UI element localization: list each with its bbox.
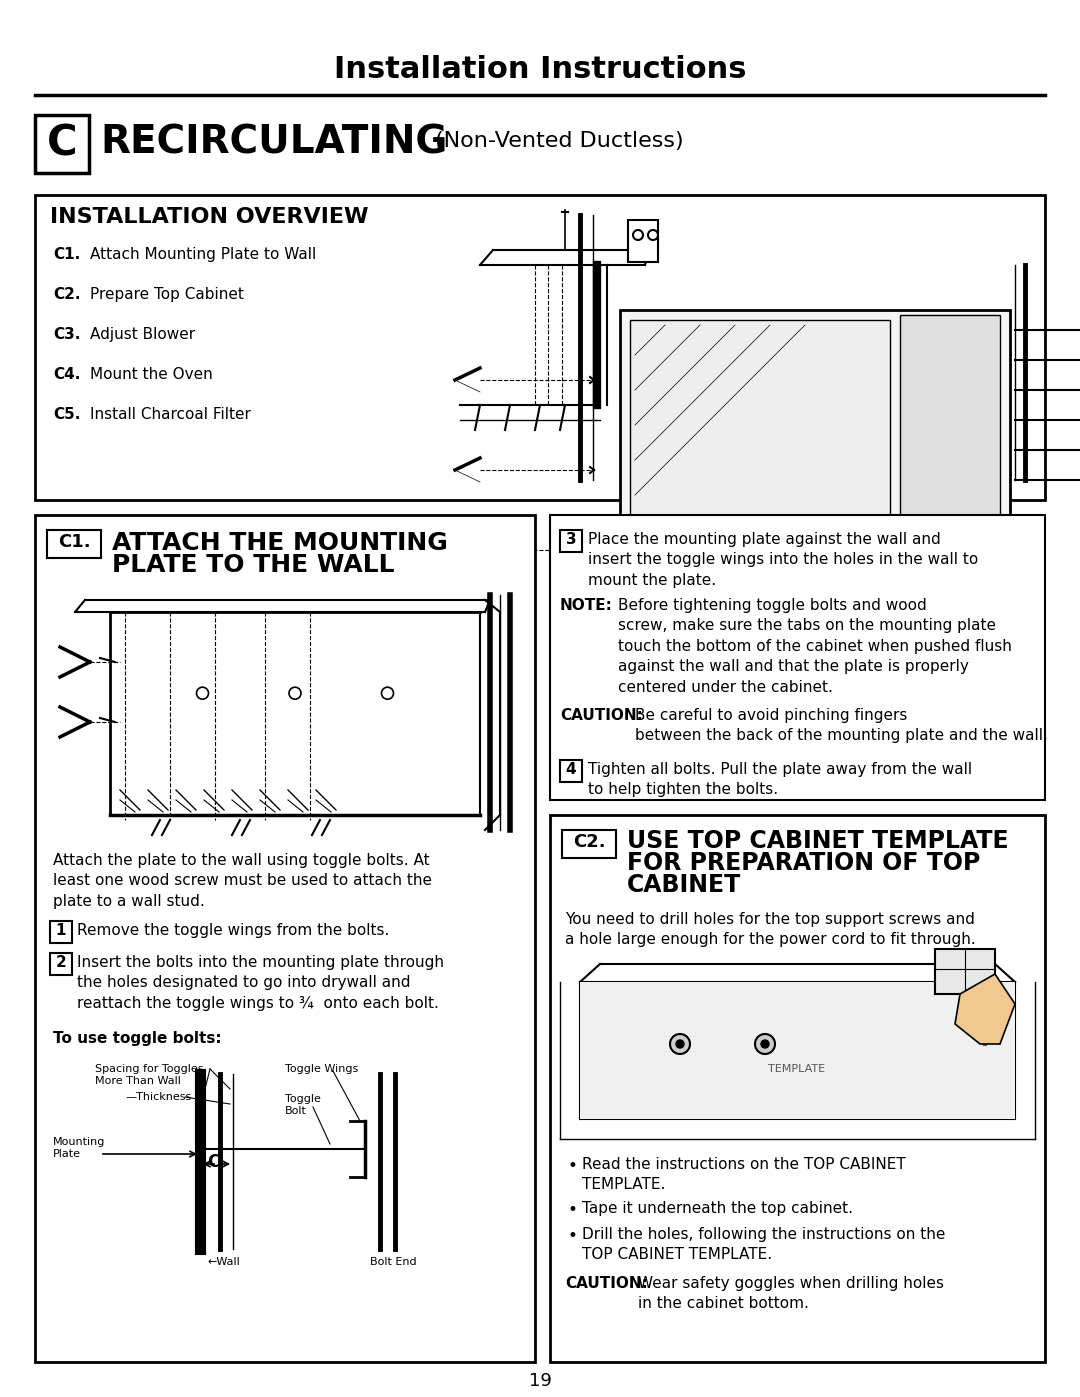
Text: You need to drill holes for the top support screws and
a hole large enough for t: You need to drill holes for the top supp…	[565, 912, 975, 947]
Text: C2.: C2.	[572, 833, 605, 851]
Text: TEMPLATE: TEMPLATE	[769, 1065, 825, 1074]
Bar	[561, 529, 582, 552]
Text: ←Wall: ←Wall	[207, 1257, 240, 1267]
Text: C5.: C5.	[53, 407, 80, 422]
Circle shape	[197, 687, 208, 700]
Text: Insert the bolts into the mounting plate through
the holes designated to go into: Insert the bolts into the mounting plate…	[77, 956, 444, 1011]
Text: •: •	[568, 1157, 578, 1175]
Text: RECIRCULATING: RECIRCULATING	[100, 123, 447, 161]
Bar	[580, 982, 1015, 1119]
Circle shape	[633, 231, 643, 240]
Text: PLATE TO THE WALL: PLATE TO THE WALL	[112, 553, 394, 577]
Bar	[630, 320, 890, 520]
Text: To use toggle bolts:: To use toggle bolts:	[53, 1031, 221, 1046]
Text: 2: 2	[56, 956, 66, 970]
Bar	[35, 515, 535, 1362]
Text: C1.: C1.	[53, 247, 80, 263]
Text: —Thickness: —Thickness	[125, 1092, 191, 1102]
Circle shape	[761, 1039, 769, 1048]
Bar	[48, 529, 102, 557]
Text: Drill the holes, following the instructions on the
TOP CABINET TEMPLATE.: Drill the holes, following the instructi…	[582, 1227, 945, 1261]
Text: (Non-Vented Ductless): (Non-Vented Ductless)	[435, 131, 684, 151]
Text: Before tightening toggle bolts and wood
screw, make sure the tabs on the mountin: Before tightening toggle bolts and wood …	[618, 598, 1012, 694]
Text: 1: 1	[56, 923, 66, 937]
Bar	[562, 830, 616, 858]
Text: Bolt: Bolt	[285, 1106, 307, 1116]
Text: Wear safety goggles when drilling holes
in the cabinet bottom.: Wear safety goggles when drilling holes …	[638, 1275, 944, 1310]
Text: Mounting: Mounting	[53, 1137, 106, 1147]
Text: Be careful to avoid pinching fingers
between the back of the mounting plate and : Be careful to avoid pinching fingers bet…	[635, 708, 1048, 743]
Text: 19: 19	[528, 1372, 552, 1390]
Circle shape	[755, 1034, 775, 1053]
Text: CAUTION:: CAUTION:	[561, 708, 643, 724]
Text: Spacing for Toggles: Spacing for Toggles	[95, 1065, 203, 1074]
Bar	[561, 760, 582, 782]
Polygon shape	[955, 974, 1015, 1044]
Text: C3.: C3.	[53, 327, 80, 342]
Circle shape	[648, 231, 658, 240]
Circle shape	[381, 687, 393, 700]
Text: C2.: C2.	[53, 286, 81, 302]
Text: Bolt End: Bolt End	[370, 1257, 417, 1267]
Bar	[620, 310, 1010, 529]
Text: Plate: Plate	[53, 1148, 81, 1160]
Bar	[550, 814, 1045, 1362]
Text: C: C	[46, 123, 78, 165]
Bar	[550, 515, 1045, 800]
Text: CAUTION:: CAUTION:	[565, 1275, 648, 1291]
Text: 4: 4	[566, 761, 577, 777]
Text: Remove the toggle wings from the bolts.: Remove the toggle wings from the bolts.	[77, 923, 390, 937]
Text: USE TOP CABINET TEMPLATE: USE TOP CABINET TEMPLATE	[627, 828, 1009, 854]
Bar	[35, 115, 89, 173]
Text: FOR PREPARATION OF TOP: FOR PREPARATION OF TOP	[627, 851, 981, 875]
Text: Prepare Top Cabinet: Prepare Top Cabinet	[90, 286, 244, 302]
Text: Attach the plate to the wall using toggle bolts. At
least one wood screw must be: Attach the plate to the wall using toggl…	[53, 854, 432, 909]
Text: ATTACH THE MOUNTING: ATTACH THE MOUNTING	[112, 531, 448, 555]
Text: Read the instructions on the TOP CABINET
TEMPLATE.: Read the instructions on the TOP CABINET…	[582, 1157, 906, 1192]
Bar	[35, 196, 1045, 500]
Bar	[50, 953, 72, 975]
Text: Place the mounting plate against the wall and
insert the toggle wings into the h: Place the mounting plate against the wal…	[588, 532, 978, 588]
Bar	[935, 949, 995, 995]
Text: C4.: C4.	[53, 367, 80, 381]
Text: Tape it underneath the top cabinet.: Tape it underneath the top cabinet.	[582, 1201, 853, 1215]
Bar	[627, 219, 658, 263]
Text: Install Charcoal Filter: Install Charcoal Filter	[90, 407, 251, 422]
Text: Tighten all bolts. Pull the plate away from the wall
to help tighten the bolts.: Tighten all bolts. Pull the plate away f…	[588, 761, 972, 798]
Text: Toggle: Toggle	[285, 1094, 321, 1104]
Text: CABINET: CABINET	[627, 873, 741, 897]
Text: NOTE:: NOTE:	[561, 598, 612, 613]
Text: INSTALLATION OVERVIEW: INSTALLATION OVERVIEW	[50, 207, 368, 226]
Text: Adjust Blower: Adjust Blower	[90, 327, 195, 342]
Text: •: •	[568, 1227, 578, 1245]
Text: Mount the Oven: Mount the Oven	[90, 367, 213, 381]
Text: Installation Instructions: Installation Instructions	[334, 54, 746, 84]
Text: •: •	[568, 1201, 578, 1220]
Bar	[50, 921, 72, 943]
Circle shape	[289, 687, 301, 700]
Text: Toggle Wings: Toggle Wings	[285, 1065, 359, 1074]
Text: 3: 3	[566, 532, 577, 548]
Circle shape	[670, 1034, 690, 1053]
Bar	[900, 314, 1000, 525]
Text: More Than Wall: More Than Wall	[95, 1076, 180, 1085]
Circle shape	[676, 1039, 684, 1048]
Text: Attach Mounting Plate to Wall: Attach Mounting Plate to Wall	[90, 247, 316, 263]
Text: C1.: C1.	[57, 534, 91, 550]
Text: C: C	[207, 1153, 219, 1171]
